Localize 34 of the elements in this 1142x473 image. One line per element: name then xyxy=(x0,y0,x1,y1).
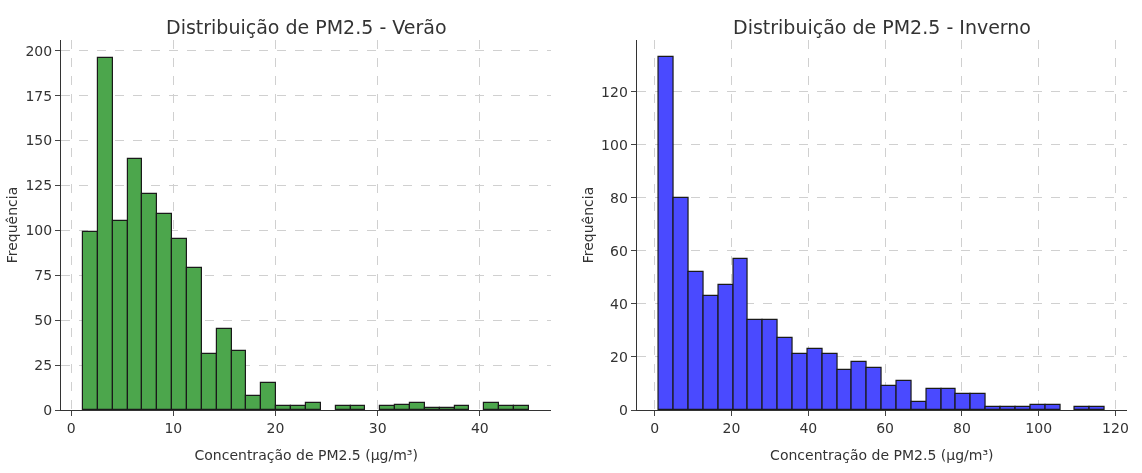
y-tick-label: 75 xyxy=(34,267,53,284)
y-tick-label: 200 xyxy=(25,42,53,59)
x-tick-label: 0 xyxy=(66,419,76,436)
x-tick-label: 20 xyxy=(722,419,741,436)
y-tick-label: 60 xyxy=(610,242,628,259)
y-tick-label: 0 xyxy=(618,401,628,418)
x-tick-label: 0 xyxy=(650,419,660,436)
x-tick-label: 10 xyxy=(164,419,183,436)
y-tick-label: 80 xyxy=(610,189,628,206)
x-axis-title: Concentração de PM2.5 (µg/m³) xyxy=(770,447,994,464)
y-tick-label: 100 xyxy=(601,136,628,153)
y-tick-label: 120 xyxy=(601,83,628,100)
chart-title: Distribuição de PM2.5 - Verão xyxy=(166,16,447,38)
x-tick-label: 40 xyxy=(470,419,489,436)
x-tick-label: 100 xyxy=(1025,419,1053,436)
x-tick-label: 40 xyxy=(799,419,818,436)
y-tick-label: 50 xyxy=(34,312,53,329)
x-tick-label: 60 xyxy=(876,419,894,436)
x-tick-label: 30 xyxy=(368,419,387,436)
y-axis-title: Frequência xyxy=(4,186,21,264)
y-tick-label: 20 xyxy=(610,348,628,365)
y-tick-label: 125 xyxy=(25,177,53,194)
x-axis-title: Concentração de PM2.5 (µg/m³) xyxy=(194,447,418,464)
x-tick-label: 120 xyxy=(1102,419,1129,436)
y-tick-label: 0 xyxy=(43,401,53,418)
x-tick-label: 20 xyxy=(266,419,285,436)
y-tick-label: 25 xyxy=(34,357,53,373)
y-tick-label: 175 xyxy=(25,87,53,104)
y-tick-label: 40 xyxy=(610,295,628,312)
chart-title: Distribuição de PM2.5 - Inverno xyxy=(733,16,1031,38)
y-axis-title: Frequência xyxy=(579,186,596,264)
x-tick-label: 80 xyxy=(952,419,971,436)
y-tick-label: 150 xyxy=(25,132,53,149)
y-tick-label: 100 xyxy=(25,222,53,239)
